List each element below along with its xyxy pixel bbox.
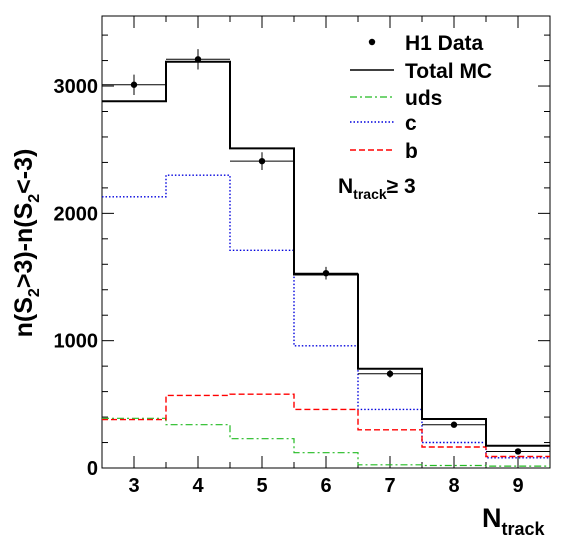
legend-label-total-mc: Total MC xyxy=(405,60,492,83)
legend-marker-data xyxy=(368,38,376,46)
x-tick-label: 3 xyxy=(128,475,139,497)
legend-label-uds: uds xyxy=(405,87,442,110)
y-title-sub2: 2 xyxy=(26,194,43,203)
series-total-mc-line xyxy=(102,60,550,447)
x-tick-label: 7 xyxy=(384,475,395,497)
x-tick-label: 6 xyxy=(320,475,331,497)
y-title-part2: >3)-n(S xyxy=(10,203,38,288)
plot-frame xyxy=(101,15,551,469)
data-points xyxy=(102,49,550,455)
legend: H1 Data Total MC uds c b xyxy=(350,32,492,163)
annotation-rest: ≥ 3 xyxy=(387,175,416,198)
x-title-main: N xyxy=(482,503,502,533)
data-point xyxy=(102,74,166,95)
x-tick-label: 4 xyxy=(192,475,204,497)
data-point-marker xyxy=(386,370,394,377)
series-group xyxy=(102,60,550,467)
series-uds-line xyxy=(102,417,550,467)
data-point-marker xyxy=(450,421,458,428)
annotation-main: N xyxy=(338,175,353,198)
y-title-sub1: 2 xyxy=(26,288,43,297)
x-tick-labels: 3 4 5 6 7 8 9 xyxy=(128,475,523,497)
legend-label-data: H1 Data xyxy=(405,32,484,55)
x-axis-title: Ntrack xyxy=(482,503,546,539)
legend-label-b: b xyxy=(405,140,418,163)
data-point-marker xyxy=(258,157,266,165)
axis-ticks xyxy=(101,16,551,469)
annotation-ntrack-cut: Ntrack≥ 3 xyxy=(338,175,416,202)
x-tick-label: 5 xyxy=(256,475,267,497)
data-point xyxy=(486,448,550,455)
y-tick-labels: 0 1000 2000 3000 xyxy=(54,76,99,480)
x-tick-label: 9 xyxy=(512,475,523,497)
data-point xyxy=(294,266,358,280)
y-tick-label: 2000 xyxy=(54,203,99,225)
y-tick-label: 1000 xyxy=(54,331,99,353)
y-tick-label: 0 xyxy=(87,458,98,480)
data-point-marker xyxy=(514,448,522,455)
x-title-sub: track xyxy=(502,519,546,539)
data-point xyxy=(358,369,422,378)
y-title-part1: n(S xyxy=(10,297,38,337)
legend-label-c: c xyxy=(405,112,417,135)
data-point xyxy=(230,152,294,171)
data-point-marker xyxy=(322,269,330,277)
annotation-sub: track xyxy=(353,186,387,202)
data-point xyxy=(422,421,486,428)
y-tick-label: 3000 xyxy=(54,76,99,98)
x-tick-label: 8 xyxy=(448,475,459,497)
y-title-part3: <-3) xyxy=(10,149,38,194)
y-axis-title: n(S2>3)-n(S2<-3) xyxy=(10,149,43,338)
series-b-line xyxy=(102,393,550,458)
data-point-marker xyxy=(194,56,202,63)
data-point xyxy=(166,49,230,70)
series-c-line xyxy=(102,174,550,459)
data-point-marker xyxy=(130,81,138,88)
